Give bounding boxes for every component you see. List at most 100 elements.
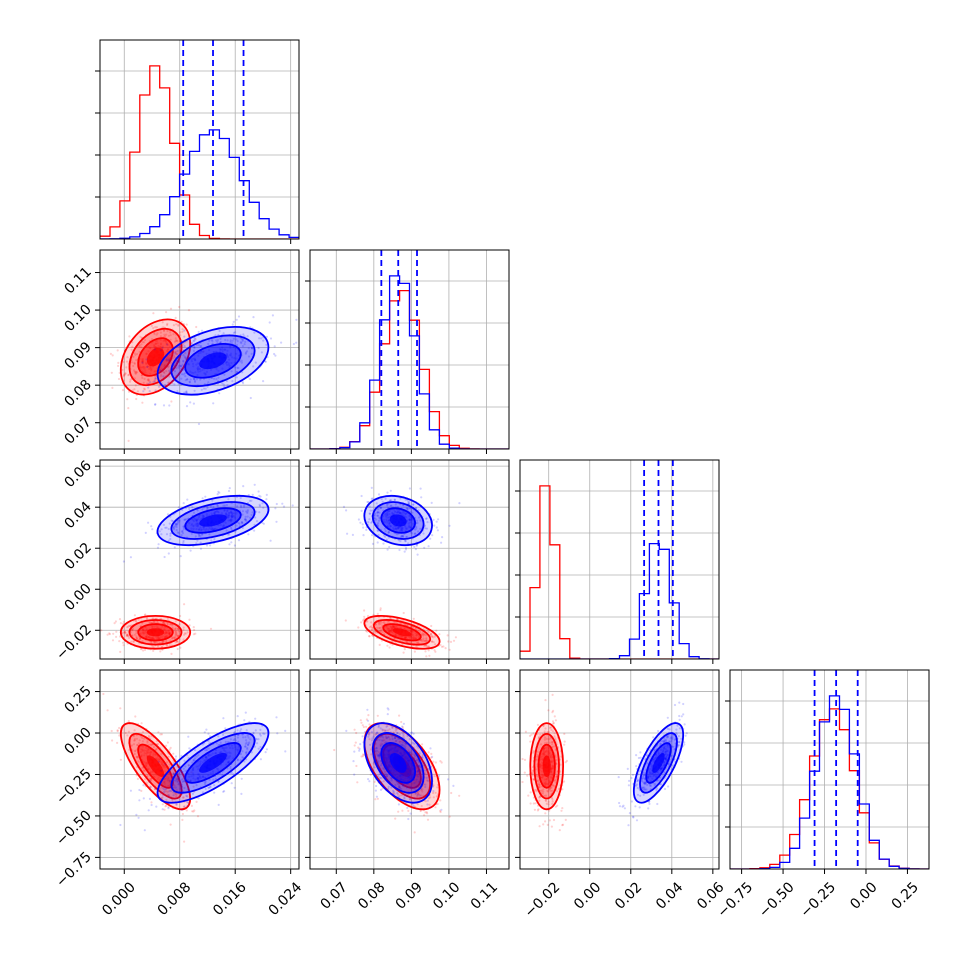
sample-point (553, 745, 556, 748)
sample-point (137, 618, 140, 621)
panel-frame (309, 249, 510, 450)
sample-point (550, 728, 553, 732)
sample-point (187, 735, 190, 738)
sample-point (223, 373, 226, 376)
sample-point (193, 337, 196, 340)
sample-point (236, 736, 239, 739)
sample-point (554, 805, 557, 808)
plot-area (333, 707, 461, 834)
sample-point (356, 781, 359, 784)
sample-point (271, 314, 274, 317)
sample-point (129, 624, 132, 628)
sample-point (176, 647, 179, 651)
sample-point (377, 754, 380, 757)
sample-point (540, 743, 543, 746)
sample-point (164, 805, 167, 808)
sample-point (193, 339, 196, 342)
sample-point (374, 512, 377, 515)
sample-point (221, 773, 224, 777)
sample-point (173, 636, 176, 639)
sample-point (125, 633, 128, 636)
sample-point (400, 720, 403, 724)
sample-point (442, 645, 445, 648)
sample-point (419, 769, 422, 772)
sample-point (177, 372, 180, 375)
sample-point (361, 735, 364, 738)
sample-point (168, 644, 171, 647)
sample-point (134, 372, 137, 375)
grid (310, 460, 509, 659)
sample-point (417, 770, 420, 773)
sample-point (140, 648, 143, 651)
sample-point (199, 541, 202, 544)
sample-point (411, 511, 414, 514)
sample-point (385, 736, 388, 739)
sample-point (142, 768, 146, 772)
sample-point (427, 779, 430, 783)
sample-point (239, 730, 242, 733)
sample-point (269, 539, 272, 542)
sample-point (195, 755, 198, 758)
sample-point (239, 504, 243, 507)
sample-point (458, 502, 461, 505)
sample-point (403, 797, 406, 800)
sample-point (423, 644, 426, 647)
sample-point (377, 726, 380, 729)
sample-point (224, 740, 227, 744)
sample-point (125, 360, 129, 363)
sample-point (187, 801, 190, 804)
sample-point (185, 518, 188, 521)
sample-point (387, 530, 391, 533)
sample-point (208, 339, 211, 342)
sample-point (170, 789, 173, 793)
sample-point (386, 724, 389, 728)
sample-point (434, 791, 437, 794)
sample-point (248, 499, 251, 502)
sample-point (398, 740, 401, 743)
sample-point (145, 781, 148, 784)
sample-point (368, 505, 371, 508)
sample-point (248, 720, 251, 723)
sample-point (182, 796, 185, 799)
sample-point (390, 776, 393, 780)
sample-point (246, 743, 250, 747)
sample-point (121, 631, 124, 634)
sample-point (171, 379, 174, 383)
sample-point (134, 619, 137, 622)
sample-point (554, 737, 557, 740)
sample-point (411, 803, 414, 806)
sample-point (173, 383, 176, 386)
sample-point (413, 787, 416, 790)
sample-point (195, 325, 198, 329)
sample-point (440, 645, 444, 648)
sample-point (164, 383, 167, 387)
sample-point (174, 758, 177, 761)
sample-point (163, 788, 166, 791)
sample-point (133, 362, 136, 365)
sample-point (444, 647, 447, 650)
sample-point (209, 505, 212, 508)
sample-point (193, 379, 196, 382)
sample-point (184, 357, 187, 360)
sample-point (183, 840, 186, 843)
sample-point (135, 371, 139, 374)
sample-point (161, 641, 164, 644)
sample-point (412, 503, 415, 506)
histogram-series-0 (520, 485, 719, 659)
sample-point (138, 788, 141, 792)
sample-point (134, 384, 137, 387)
sample-point (126, 633, 129, 637)
sample-point (193, 378, 196, 381)
sample-point (203, 731, 206, 734)
sample-point (172, 354, 175, 357)
sample-point (182, 373, 185, 376)
sample-point (173, 784, 176, 787)
sample-point (247, 355, 251, 358)
sample-point (399, 540, 402, 543)
sample-point (404, 794, 407, 797)
sample-point (369, 773, 372, 776)
sample-point (419, 809, 422, 813)
sample-point (123, 632, 126, 635)
sample-point (521, 757, 524, 761)
sample-point (164, 763, 167, 766)
